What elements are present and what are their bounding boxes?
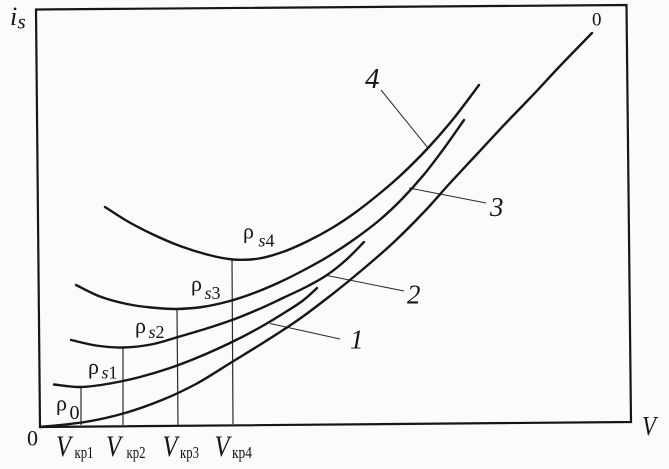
svg-text:0: 0 (27, 426, 38, 451)
svg-text:ρ: ρ (56, 391, 67, 416)
svg-text:кр2: кр2 (127, 443, 146, 462)
svg-text:3: 3 (489, 192, 504, 222)
svg-text:ρ: ρ (243, 219, 254, 244)
svg-text:i: i (10, 2, 17, 31)
svg-text:V: V (56, 430, 74, 463)
svg-text:1: 1 (109, 363, 118, 383)
svg-text:s: s (18, 10, 26, 34)
svg-text:s: s (102, 363, 109, 383)
svg-text:ρ: ρ (88, 354, 99, 379)
svg-text:кр4: кр4 (232, 443, 252, 462)
svg-text:кр1: кр1 (75, 443, 94, 462)
svg-text:2: 2 (156, 322, 165, 342)
svg-text:2: 2 (407, 280, 421, 310)
svg-text:V: V (215, 430, 233, 463)
svg-text:ρ: ρ (191, 271, 202, 296)
svg-text:0: 0 (70, 402, 80, 424)
svg-text:4: 4 (365, 63, 380, 95)
svg-text:s: s (259, 231, 266, 251)
svg-text:s: s (149, 322, 156, 342)
svg-text:1: 1 (350, 325, 364, 355)
svg-text:V: V (106, 430, 124, 463)
svg-text:V: V (642, 411, 659, 441)
svg-text:s: s (205, 283, 212, 303)
svg-text:ρ: ρ (135, 313, 146, 338)
svg-text:3: 3 (212, 283, 221, 303)
svg-text:4: 4 (266, 231, 275, 251)
svg-text:V: V (163, 430, 181, 463)
svg-text:0: 0 (592, 10, 602, 31)
svg-text:кр3: кр3 (180, 443, 199, 462)
